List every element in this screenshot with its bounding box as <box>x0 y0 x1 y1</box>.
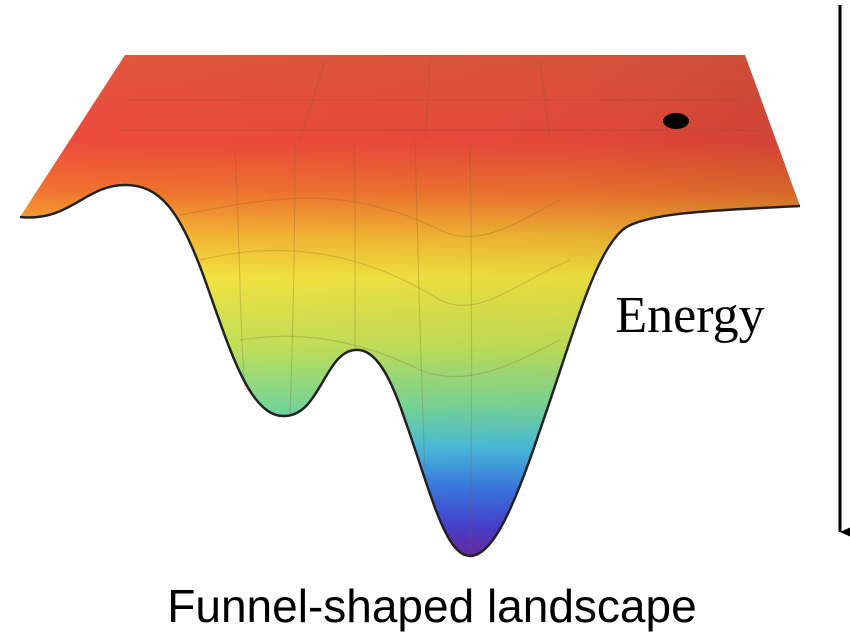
energy-landscape <box>19 55 801 558</box>
surface-edge <box>19 183 801 558</box>
energy-label: Energy <box>615 287 764 344</box>
caption: Funnel-shaped landscape <box>167 580 696 632</box>
ball <box>663 113 689 129</box>
surface-shade <box>20 55 800 556</box>
mesh-lines <box>120 59 760 551</box>
